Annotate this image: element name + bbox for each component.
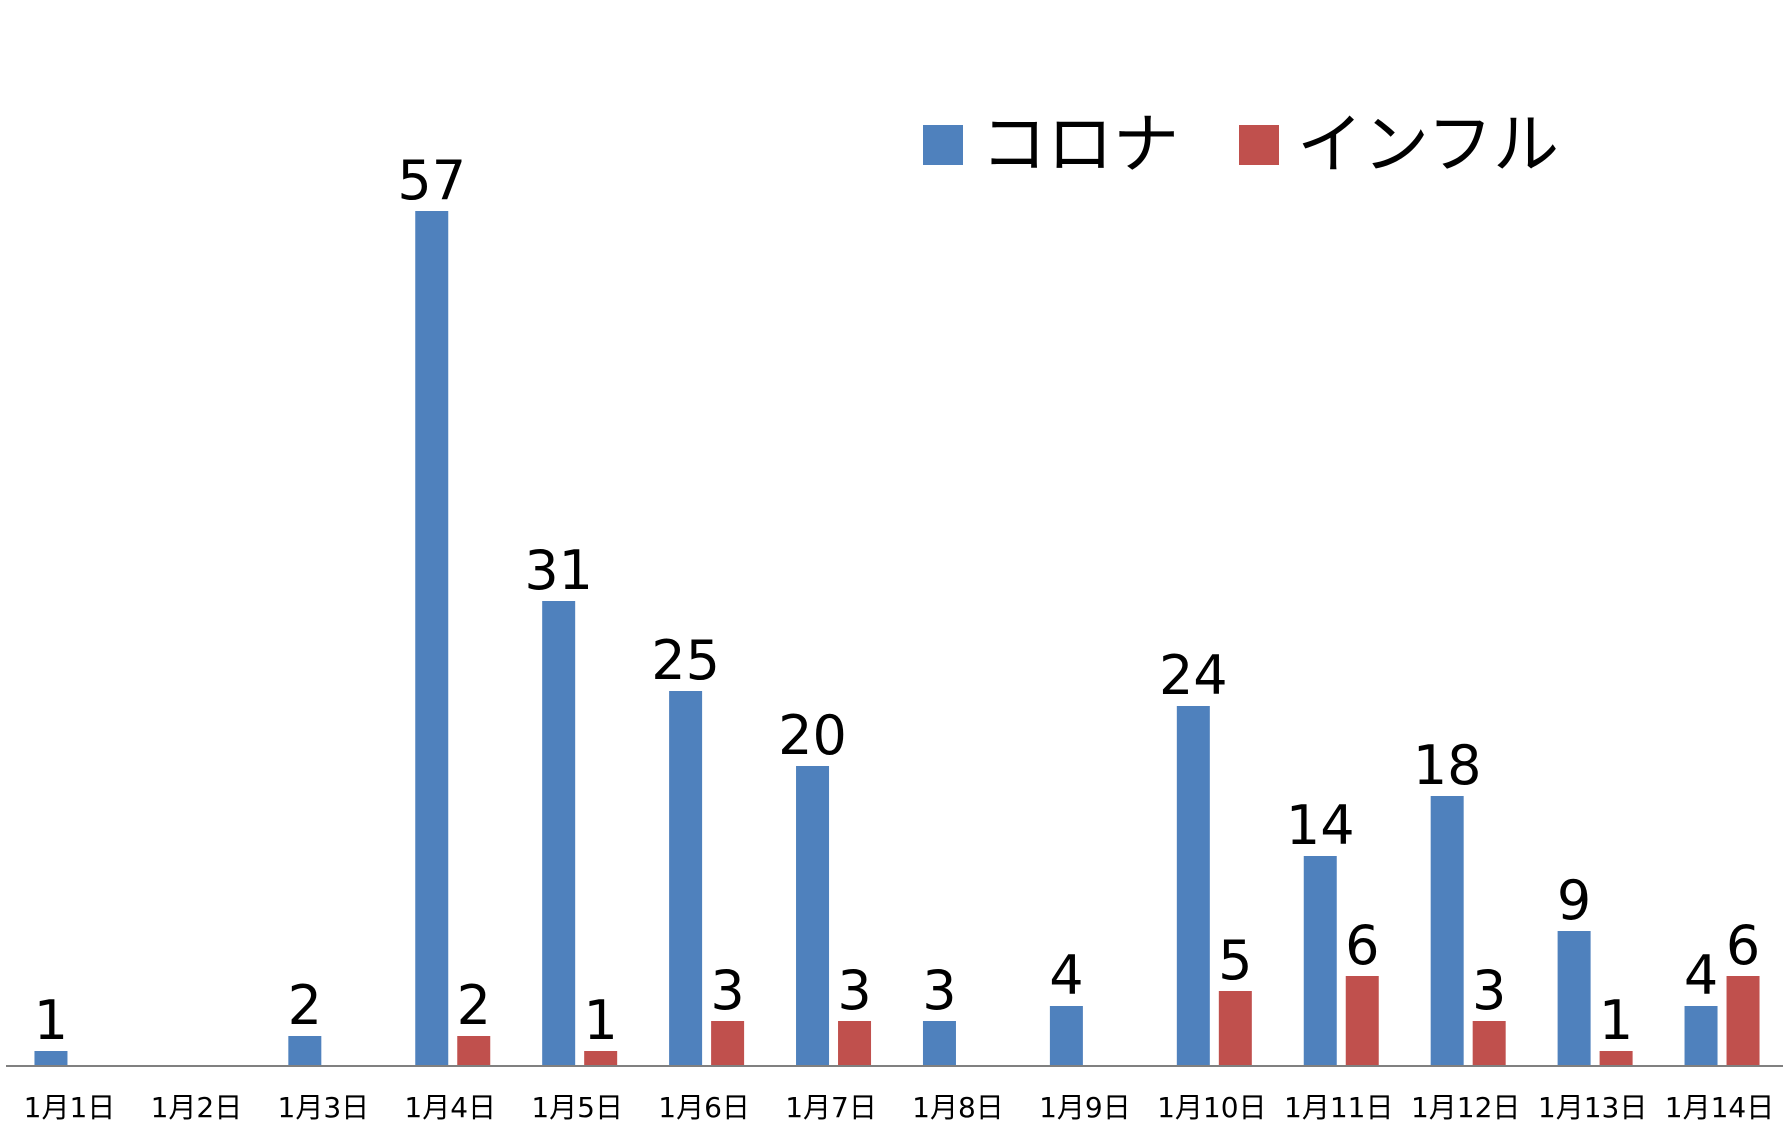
- bar-series1-1: [34, 1051, 68, 1066]
- x-tick-label-7: 1月7日: [785, 1091, 877, 1124]
- bar-series2-14: [1726, 976, 1760, 1066]
- bar-series1-12: [1430, 796, 1464, 1066]
- x-tick-label-6: 1月6日: [658, 1091, 750, 1124]
- x-tick-label-10: 1月10日: [1157, 1091, 1266, 1124]
- x-tick-label-14: 1月14日: [1665, 1091, 1774, 1124]
- bar-series1-7: [796, 766, 830, 1066]
- legend-swatch-series-1: [923, 125, 963, 165]
- data-label-series1-9: 4: [1049, 944, 1083, 1007]
- bar-series1-6: [669, 691, 703, 1066]
- x-tick-label-12: 1月12日: [1411, 1091, 1520, 1124]
- bar-series2-12: [1472, 1021, 1506, 1066]
- data-label-series1-6: 25: [651, 629, 720, 692]
- x-tick-label-1: 1月1日: [24, 1091, 116, 1124]
- data-label-series1-7: 20: [778, 704, 847, 767]
- bar-series2-11: [1345, 976, 1379, 1066]
- x-tick-label-11: 1月11日: [1284, 1091, 1393, 1124]
- data-label-series1-1: 1: [34, 989, 68, 1052]
- x-tick-label-9: 1月9日: [1039, 1091, 1131, 1124]
- x-tick-label-13: 1月13日: [1538, 1091, 1647, 1124]
- x-tick-label-3: 1月3日: [278, 1091, 370, 1124]
- legend: コロナ インフル: [923, 112, 1619, 178]
- bar-series1-11: [1303, 856, 1337, 1066]
- bar-series1-3: [288, 1036, 322, 1066]
- bar-series1-10: [1176, 706, 1210, 1066]
- bar-series1-13: [1557, 931, 1591, 1066]
- legend-swatch-series-2: [1239, 125, 1279, 165]
- data-label-series2-10: 5: [1218, 929, 1252, 992]
- x-tick-label-2: 1月2日: [151, 1091, 243, 1124]
- data-label-series2-11: 6: [1345, 914, 1379, 977]
- bar-series2-6: [711, 1021, 745, 1066]
- data-label-series1-8: 3: [922, 959, 956, 1022]
- bar-series2-7: [838, 1021, 872, 1066]
- data-label-series1-4: 57: [397, 149, 466, 212]
- legend-label-series-2: インフル: [1297, 106, 1560, 183]
- bar-series2-5: [584, 1051, 618, 1066]
- legend-item-series-2: インフル: [1239, 112, 1559, 178]
- bar-series2-13: [1599, 1051, 1633, 1066]
- bar-series1-14: [1684, 1006, 1718, 1066]
- data-label-series1-5: 31: [524, 539, 593, 602]
- data-label-series2-12: 3: [1472, 959, 1506, 1022]
- data-label-series2-6: 3: [710, 959, 744, 1022]
- data-label-series2-14: 6: [1726, 914, 1760, 977]
- data-label-series1-13: 9: [1557, 869, 1591, 932]
- data-label-series2-7: 3: [837, 959, 871, 1022]
- bar-series1-4: [415, 211, 449, 1066]
- x-tick-label-4: 1月4日: [404, 1091, 496, 1124]
- bar-series1-8: [922, 1021, 956, 1066]
- bars-layer: [34, 211, 1760, 1066]
- data-label-series1-14: 4: [1684, 944, 1718, 1007]
- x-tick-label-8: 1月8日: [912, 1091, 1004, 1124]
- data-label-series1-3: 2: [288, 974, 322, 1037]
- bar-series1-9: [1049, 1006, 1083, 1066]
- x-tick-labels-layer: 1月1日 1月2日 1月3日 1月4日 1月5日 1月6日 1月7日 1月8日 1月9日 1月10…: [24, 1091, 1775, 1124]
- legend-item-series-1: コロナ: [923, 112, 1179, 178]
- data-label-series1-10: 24: [1159, 644, 1228, 707]
- data-label-series2-13: 1: [1599, 989, 1633, 1052]
- data-label-series1-12: 18: [1413, 734, 1482, 797]
- data-label-series2-5: 1: [583, 989, 617, 1052]
- bar-series1-5: [542, 601, 576, 1066]
- data-label-series1-11: 14: [1286, 794, 1355, 857]
- legend-label-series-1: コロナ: [981, 106, 1179, 183]
- x-tick-label-5: 1月5日: [531, 1091, 623, 1124]
- data-label-series2-4: 2: [457, 974, 491, 1037]
- bar-series2-4: [457, 1036, 491, 1066]
- bar-series2-10: [1218, 991, 1252, 1066]
